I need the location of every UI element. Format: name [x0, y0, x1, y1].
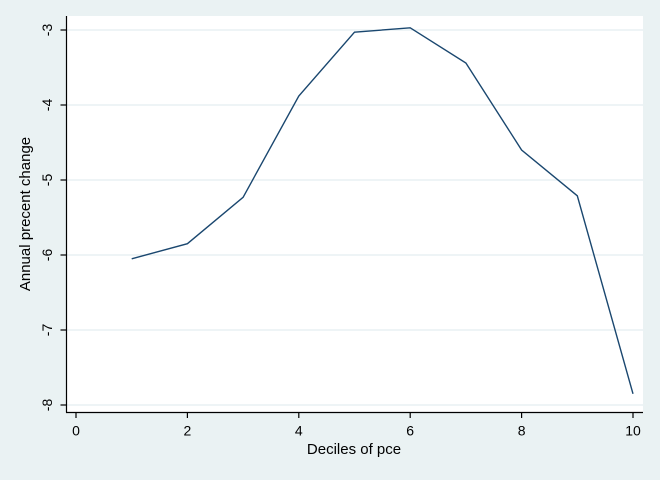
- y-tick-label: -4: [39, 99, 55, 112]
- y-axis-title: Annual precent change: [17, 137, 34, 291]
- plot-layer: -3 -4 -5 -6 -7 -8 0 2 4 6 8 10: [39, 16, 643, 439]
- x-tick-label: 6: [406, 423, 414, 439]
- plot-area: [66, 16, 643, 413]
- x-axis-title: Deciles of pce: [307, 441, 401, 458]
- x-tick-label: 0: [72, 423, 80, 439]
- y-tick-label: -8: [39, 399, 55, 412]
- x-tick-label: 8: [518, 423, 526, 439]
- x-tick-label: 10: [625, 423, 641, 439]
- data-line-series: [131, 27, 634, 394]
- y-tick-label: -7: [39, 324, 55, 337]
- y-tick-label: -3: [39, 24, 55, 37]
- y-tick-label: -5: [39, 174, 55, 187]
- x-tick-label: 2: [184, 423, 192, 439]
- y-tick-label: -6: [39, 249, 55, 262]
- x-tick-label: 4: [295, 423, 303, 439]
